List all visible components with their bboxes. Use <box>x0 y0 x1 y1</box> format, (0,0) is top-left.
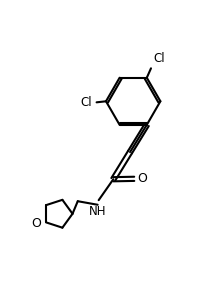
Text: Cl: Cl <box>81 96 92 109</box>
Text: O: O <box>31 217 41 230</box>
Text: Cl: Cl <box>153 52 165 65</box>
Text: O: O <box>137 172 147 185</box>
Text: NH: NH <box>89 205 106 218</box>
